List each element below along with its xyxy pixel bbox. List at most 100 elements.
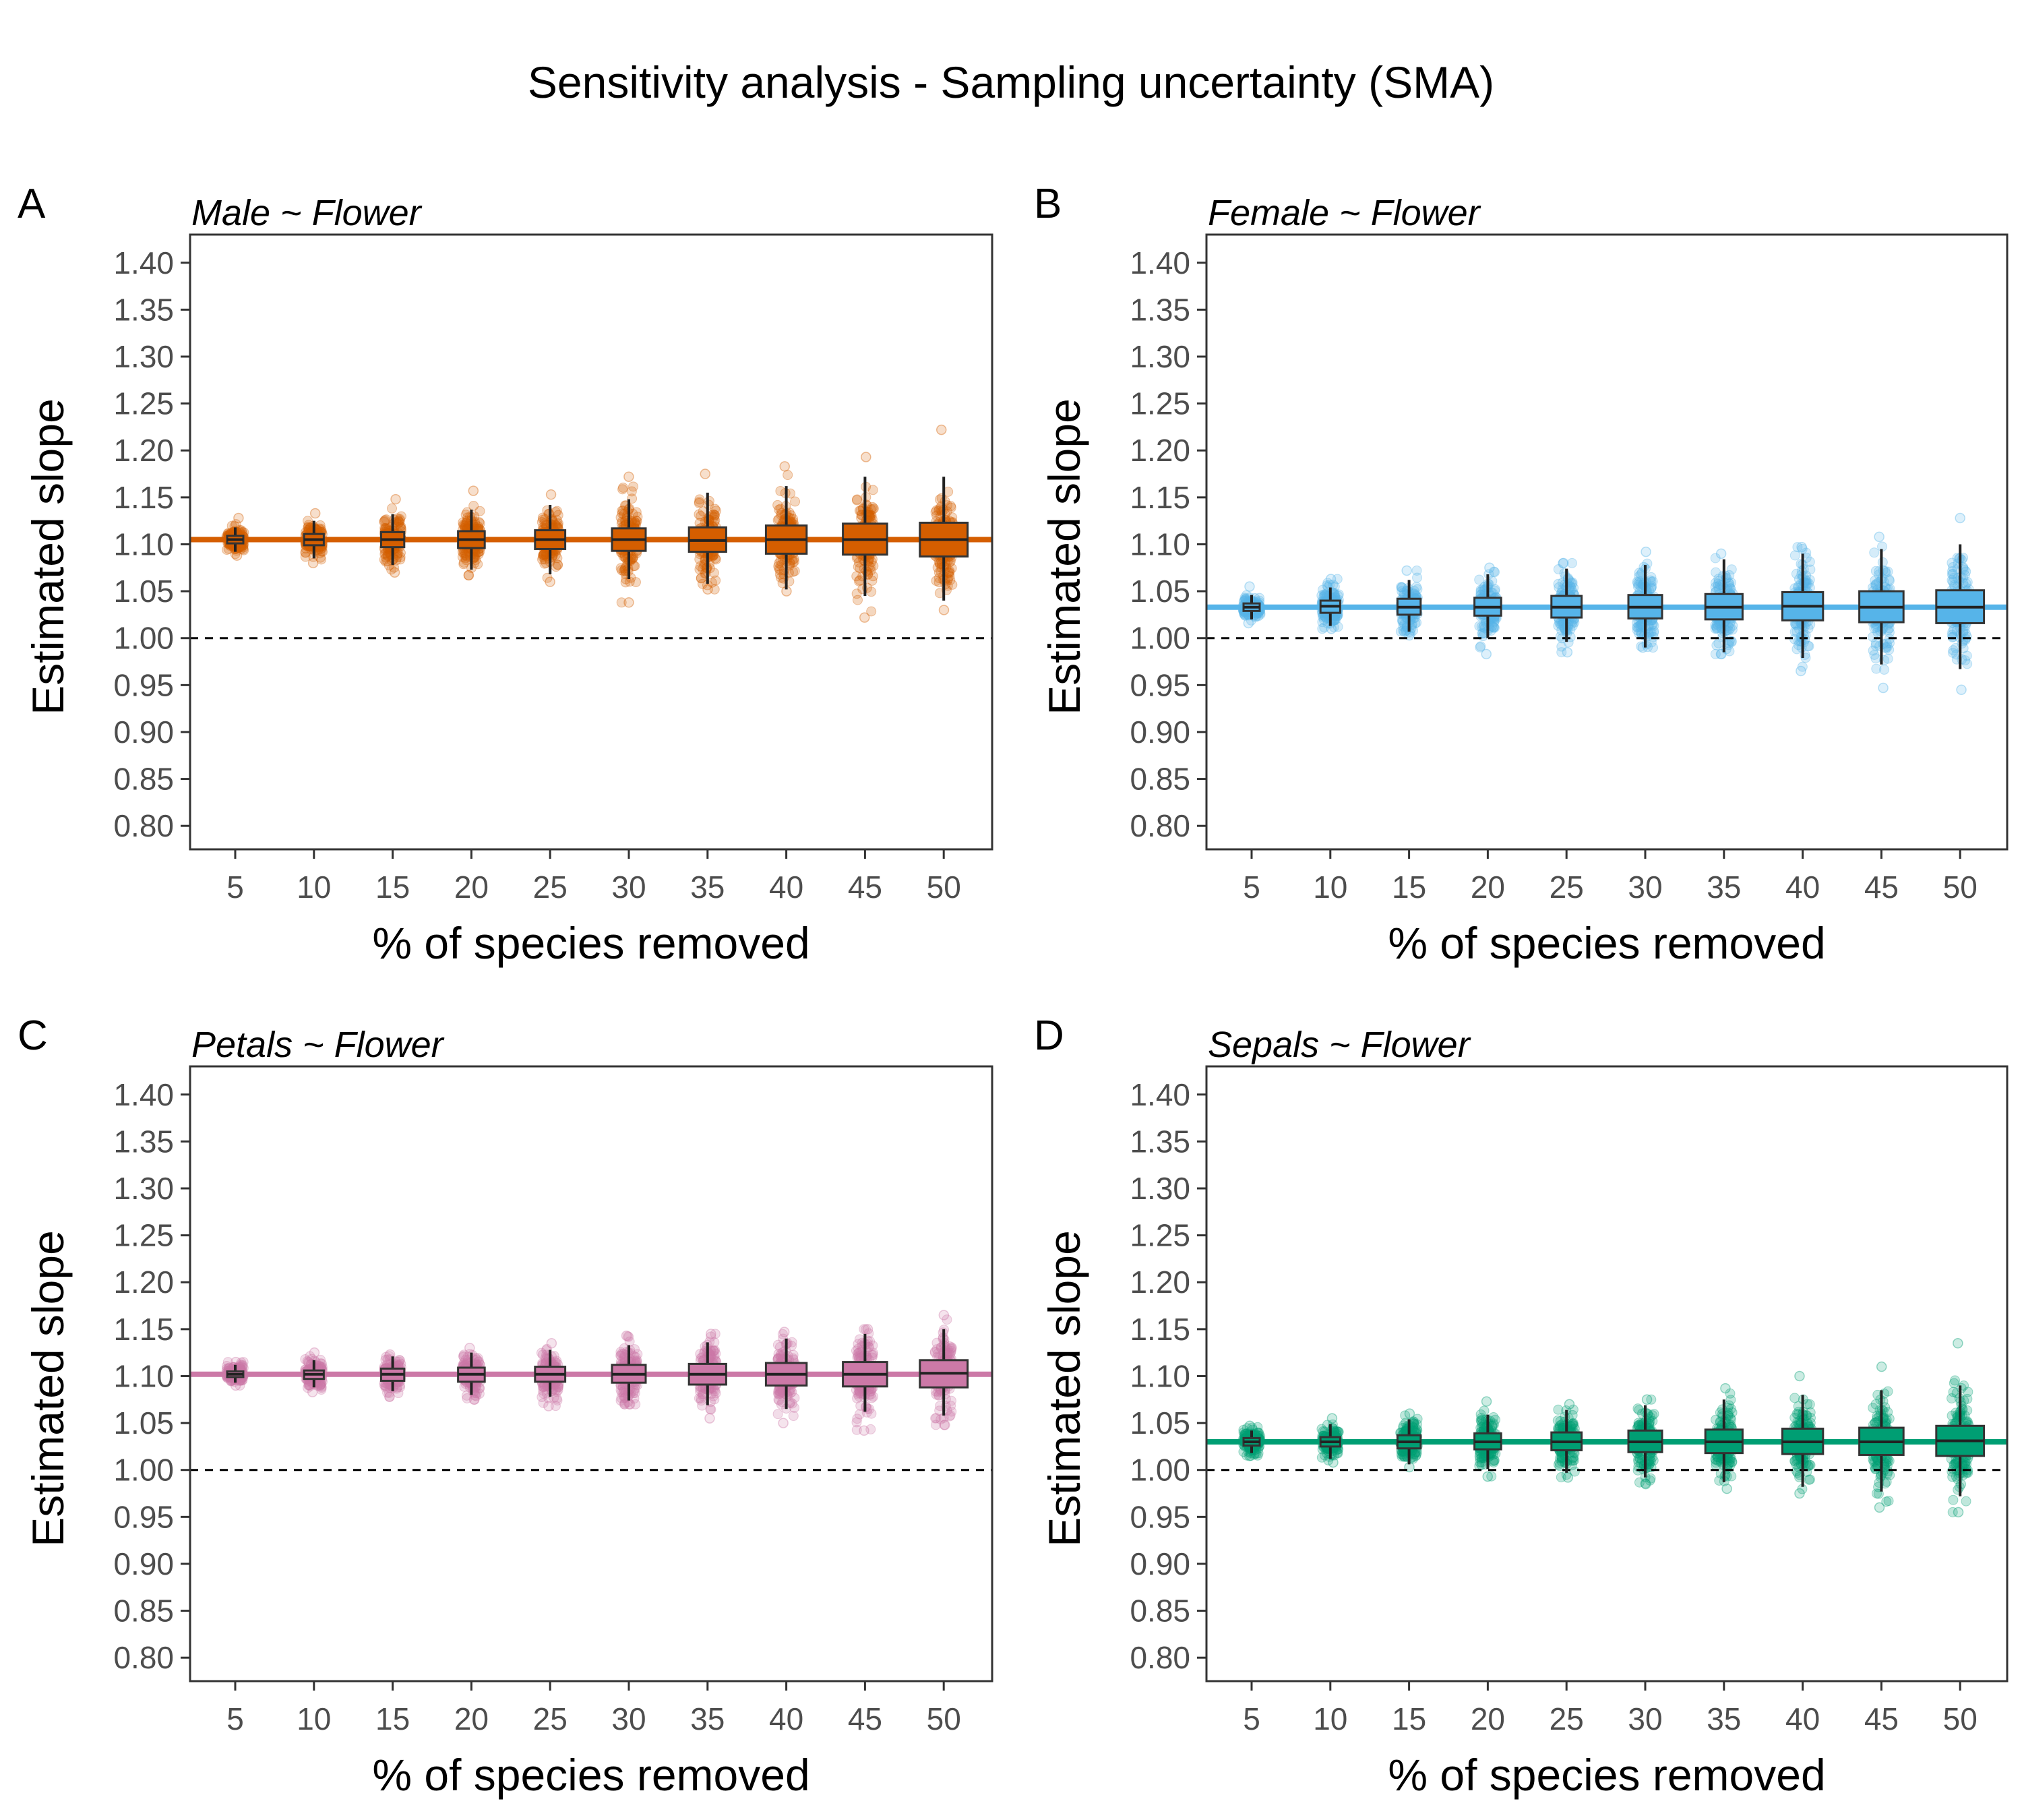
y-tick-label: 1.15: [1130, 480, 1190, 515]
data-point: [710, 1388, 721, 1399]
data-point: [867, 504, 878, 515]
y-tick-label: 1.20: [1130, 433, 1190, 468]
x-tick-label: 30: [611, 1701, 646, 1736]
data-point: [866, 586, 877, 597]
y-tick-label: 1.15: [113, 480, 174, 515]
data-point: [710, 1386, 721, 1397]
data-point: [851, 1345, 861, 1356]
data-point: [946, 563, 957, 574]
data-point: [1319, 622, 1330, 633]
y-tick-label: 1.25: [113, 386, 174, 421]
data-point: [772, 499, 783, 510]
x-tick-label: 35: [690, 1701, 725, 1736]
x-axis-label: % of species removed: [372, 918, 809, 968]
data-point: [1947, 557, 1957, 568]
data-point: [929, 1347, 940, 1358]
data-point: [1647, 581, 1657, 592]
data-point: [619, 1399, 630, 1409]
data-point: [236, 1357, 247, 1368]
data-point: [946, 501, 956, 512]
data-point: [789, 566, 800, 576]
data-point: [395, 1355, 406, 1366]
data-point: [946, 1343, 956, 1354]
data-point: [710, 1348, 721, 1359]
data-point: [774, 569, 785, 580]
y-axis-label: Estimated slope: [23, 398, 73, 715]
data-point: [930, 1413, 941, 1424]
data-point: [470, 1391, 481, 1401]
data-point: [772, 1409, 783, 1420]
boxplot-20: [1473, 574, 1502, 638]
data-point: [1332, 574, 1343, 584]
data-point: [853, 1347, 864, 1358]
x-tick-label: 20: [454, 1701, 489, 1736]
data-point: [1882, 624, 1893, 635]
panel-border: [1205, 233, 2009, 851]
plot-area: [1206, 512, 2007, 696]
data-point: [316, 1385, 327, 1395]
data-point: [1397, 582, 1407, 593]
outlier-point: [1715, 548, 1727, 559]
data-point: [316, 1358, 327, 1369]
data-point: [1725, 623, 1736, 634]
data-point: [617, 508, 627, 519]
y-tick-label: 1.35: [113, 1124, 174, 1159]
data-point: [1649, 626, 1659, 636]
x-tick-label: 15: [375, 870, 410, 905]
data-point: [626, 486, 637, 497]
outlier-point: [938, 1310, 950, 1321]
data-point: [773, 561, 784, 572]
panel-letter: B: [1034, 181, 1062, 227]
data-point: [1397, 582, 1407, 593]
x-tick-label: 10: [297, 870, 331, 905]
data-point: [866, 557, 877, 568]
boxplot-10: [303, 520, 325, 559]
y-tick-label: 0.90: [1130, 1546, 1190, 1581]
outlier-point: [859, 1425, 869, 1436]
boxplot-5: [226, 1364, 245, 1383]
x-tick-label: 45: [1864, 870, 1899, 905]
outlier-point: [623, 471, 634, 482]
data-point: [1319, 589, 1330, 600]
data-point: [394, 1355, 404, 1366]
data-point: [396, 511, 406, 522]
boxplot-45: [842, 1333, 888, 1412]
data-point: [623, 1331, 634, 1342]
data-point: [457, 551, 468, 562]
outlier-point: [700, 468, 711, 479]
data-point: [709, 510, 720, 520]
data-point: [380, 548, 391, 559]
data-point: [696, 1393, 706, 1404]
data-point: [536, 1347, 547, 1358]
y-tick-label: 0.85: [1130, 762, 1190, 797]
y-tick-label: 1.40: [113, 1077, 174, 1112]
data-point: [773, 1394, 784, 1405]
data-point: [1317, 624, 1328, 634]
panel-B: B Female ~ Flower0.800.850.900.951.001.05…: [1034, 181, 2009, 968]
data-point: [1252, 1450, 1263, 1461]
data-point: [851, 588, 862, 599]
outlier-point: [862, 1324, 874, 1335]
y-tick-label: 1.25: [1130, 386, 1190, 421]
data-point: [944, 1411, 955, 1422]
x-tick-label: 5: [226, 1701, 244, 1736]
data-point: [696, 572, 706, 583]
data-point: [774, 558, 785, 569]
data-point: [852, 1393, 863, 1403]
y-axis-label: Estimated slope: [1039, 398, 1089, 715]
outlier-point: [468, 1394, 480, 1405]
data-point: [1792, 542, 1803, 553]
y-axis-label: Estimated slope: [1039, 1230, 1089, 1547]
data-point: [709, 584, 720, 595]
y-tick-label: 1.25: [1130, 1218, 1190, 1253]
data-point: [1397, 615, 1408, 626]
panel-letter: C: [18, 1012, 48, 1059]
data-point: [945, 1410, 956, 1421]
data-point: [551, 1356, 562, 1366]
data-point: [379, 516, 390, 527]
data-point: [537, 551, 548, 562]
boxplot-30: [611, 499, 647, 579]
data-point: [1242, 1450, 1252, 1461]
boxplot-45: [1858, 549, 1905, 665]
data-point: [474, 1356, 485, 1367]
